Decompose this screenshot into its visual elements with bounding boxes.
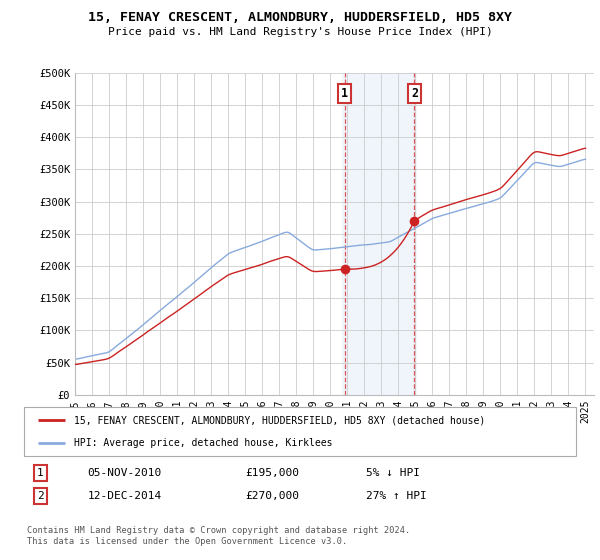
Text: 12-DEC-2014: 12-DEC-2014 [88,491,162,501]
Text: 27% ↑ HPI: 27% ↑ HPI [366,491,427,501]
Text: 1: 1 [37,468,44,478]
Bar [342,73,417,395]
Text: HPI: Average price, detached house, Kirklees: HPI: Average price, detached house, Kirk… [74,438,332,448]
Text: 05-NOV-2010: 05-NOV-2010 [88,468,162,478]
Text: 15, FENAY CRESCENT, ALMONDBURY, HUDDERSFIELD, HD5 8XY: 15, FENAY CRESCENT, ALMONDBURY, HUDDERSF… [88,11,512,24]
Text: Contains HM Land Registry data © Crown copyright and database right 2024.
This d: Contains HM Land Registry data © Crown c… [27,526,410,546]
Text: 2: 2 [37,491,44,501]
FancyBboxPatch shape [24,407,576,456]
Text: 5% ↓ HPI: 5% ↓ HPI [366,468,420,478]
Text: 15, FENAY CRESCENT, ALMONDBURY, HUDDERSFIELD, HD5 8XY (detached house): 15, FENAY CRESCENT, ALMONDBURY, HUDDERSF… [74,416,485,426]
Text: Price paid vs. HM Land Registry's House Price Index (HPI): Price paid vs. HM Land Registry's House … [107,27,493,37]
Text: 2: 2 [411,87,418,100]
Text: £195,000: £195,000 [245,468,299,478]
Text: £270,000: £270,000 [245,491,299,501]
Text: 1: 1 [341,87,348,100]
